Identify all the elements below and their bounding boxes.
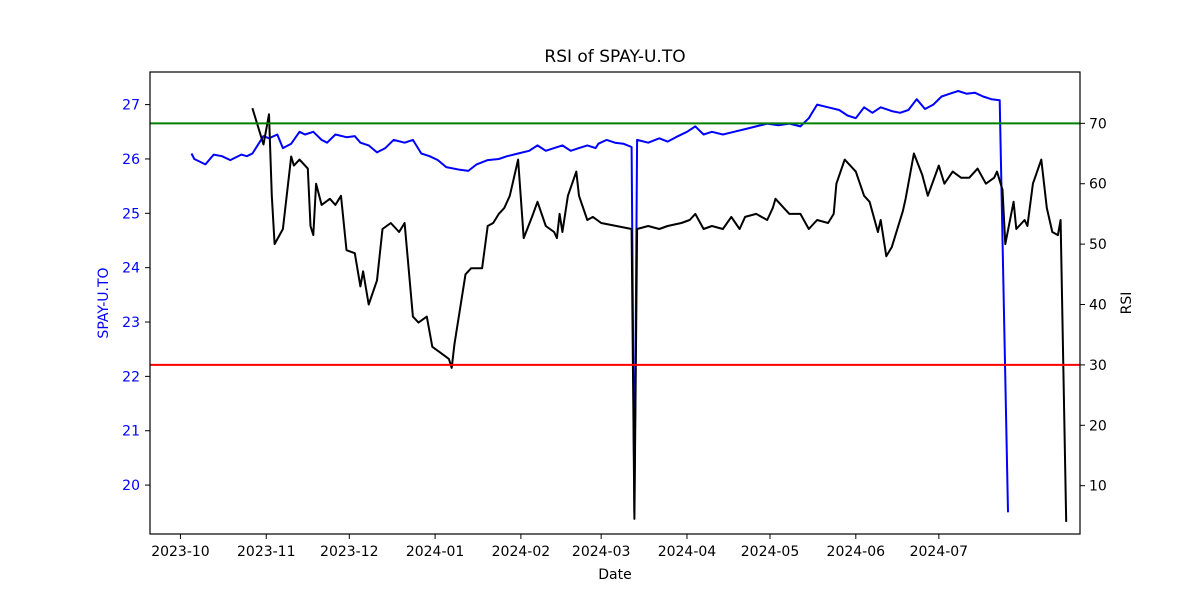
x-tick-label: 2024-04 <box>658 544 717 560</box>
x-tick-label: 2024-02 <box>492 544 551 560</box>
y-left-tick-label: 22 <box>122 369 140 385</box>
y-left-tick-label: 26 <box>122 152 140 168</box>
y-right-tick-label: 30 <box>1089 358 1107 374</box>
x-axis: 2023-10 2023-11 2023-12 2024-01 2024-02 2024-… <box>151 534 968 560</box>
x-tick-label: 2024-03 <box>572 544 631 560</box>
y-right-tick-label: 70 <box>1089 116 1107 132</box>
x-tick-label: 2024-05 <box>741 544 800 560</box>
y-left-tick-label: 25 <box>122 206 140 222</box>
y-right-tick-label: 60 <box>1089 177 1107 193</box>
price-series-line <box>190 90 1009 514</box>
y-right-tick-label: 10 <box>1089 479 1107 495</box>
y-right-tick-label: 50 <box>1089 237 1107 253</box>
x-tick-label: 2023-12 <box>320 544 379 560</box>
y-axis-right-label: RSI <box>1119 292 1135 315</box>
x-tick-label: 2023-10 <box>151 544 210 560</box>
x-tick-label: 2024-06 <box>827 544 886 560</box>
y-left-tick-label: 27 <box>122 98 140 114</box>
x-tick-label: 2023-11 <box>237 544 296 560</box>
x-tick-label: 2024-07 <box>910 544 969 560</box>
y-left-tick-label: 24 <box>122 261 140 277</box>
x-tick-label: 2024-01 <box>406 544 465 560</box>
y-right-tick-label: 40 <box>1089 298 1107 314</box>
y-left-tick-label: 20 <box>122 478 140 494</box>
y-axis-left: 20 21 22 23 24 25 26 27 <box>122 98 150 494</box>
y-axis-right: 10 20 30 40 50 60 70 <box>1080 116 1107 495</box>
x-axis-label: Date <box>598 567 631 583</box>
chart-title: RSI of SPAY-U.TO <box>544 47 685 67</box>
plot-frame <box>149 71 1081 535</box>
y-axis-left-label: SPAY-U.TO <box>96 267 112 338</box>
y-left-tick-label: 23 <box>122 315 140 331</box>
rsi-series-line <box>251 107 1068 522</box>
y-left-tick-label: 21 <box>122 424 140 440</box>
plot-area <box>150 90 1080 522</box>
y-right-tick-label: 20 <box>1089 418 1107 434</box>
